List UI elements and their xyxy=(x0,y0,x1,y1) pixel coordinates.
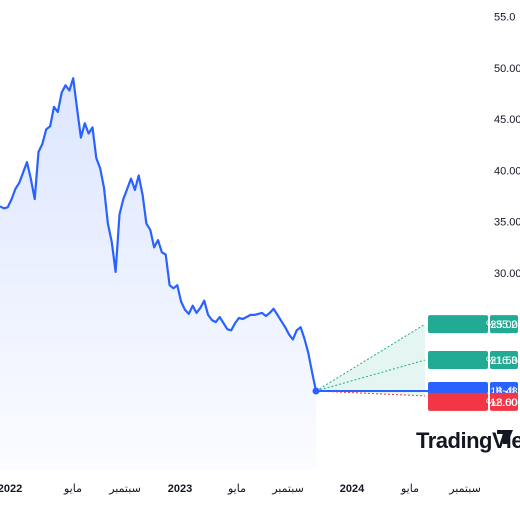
forecast-line-avg xyxy=(315,359,426,392)
forecast-tag-value: 25.00 xyxy=(490,319,518,331)
y-tick-label: 45.00 xyxy=(494,114,520,126)
forecast-tag-bg xyxy=(428,392,488,411)
current-price-point xyxy=(312,387,320,395)
x-tick-label: سبتمبر xyxy=(108,483,141,495)
price-line xyxy=(0,77,320,395)
forecast-tag-min: أدنى -2.60%18.00 xyxy=(428,392,520,411)
x-axis: 2022 مايو سبتمبر 2023 مايو سبتمبر 2024 مايو سبتم… xyxy=(0,483,481,495)
tradingview-icon xyxy=(497,430,513,444)
x-tick-label: 2022 xyxy=(0,483,22,495)
x-tick-label: سبتمبر xyxy=(448,483,481,495)
price-area-fill xyxy=(0,78,316,470)
x-tick-label: مايو xyxy=(63,483,82,495)
forecast-value-bg xyxy=(490,351,518,370)
y-tick-label: 55.0 xyxy=(494,12,515,24)
forecast-tag-bg xyxy=(428,315,488,334)
price-area xyxy=(0,78,316,470)
forecast-line-max xyxy=(315,323,426,392)
y-tick-label: 40.00 xyxy=(494,165,520,177)
x-tick-label: مايو xyxy=(227,483,246,495)
x-tick-label: 2023 xyxy=(168,483,192,495)
x-tick-label: سبتمبر xyxy=(271,483,304,495)
forecast-tag-label: أدنى -2.60% xyxy=(486,395,520,409)
price-line-path xyxy=(0,77,318,392)
forecast-tag-label: أقصى +35.28% xyxy=(486,317,520,331)
forecast-tag-bg xyxy=(428,351,488,370)
x-tick-label: 2024 xyxy=(340,483,365,495)
forecast-tag-value: 21.50 xyxy=(490,355,518,367)
forecast-band-fill xyxy=(316,324,425,396)
forecast-tag-value: 18.00 xyxy=(490,397,518,409)
y-tick-label: 50.00 xyxy=(494,63,520,75)
y-tick-label: 30.00 xyxy=(494,268,520,280)
y-axis: 55.0 50.00 45.00 40.00 35.00 30.00 xyxy=(494,12,520,280)
x-tick-label: مايو xyxy=(400,483,419,495)
y-tick-label: 35.00 xyxy=(494,217,520,229)
forecast-tag-avg: متوسط +16.34%21.50 xyxy=(428,351,520,370)
forecast-labels: أقصى +35.28%25.00متوسط +16.34%21.50الاشت… xyxy=(428,315,520,411)
forecast-tag-label: متوسط +16.34% xyxy=(486,355,520,367)
forecast-tag-max: أقصى +35.28%25.00 xyxy=(428,315,520,334)
forecast-value-bg xyxy=(490,315,518,334)
tradingview-logo: TradingView xyxy=(416,428,520,453)
forecast-value-bg xyxy=(490,392,518,411)
